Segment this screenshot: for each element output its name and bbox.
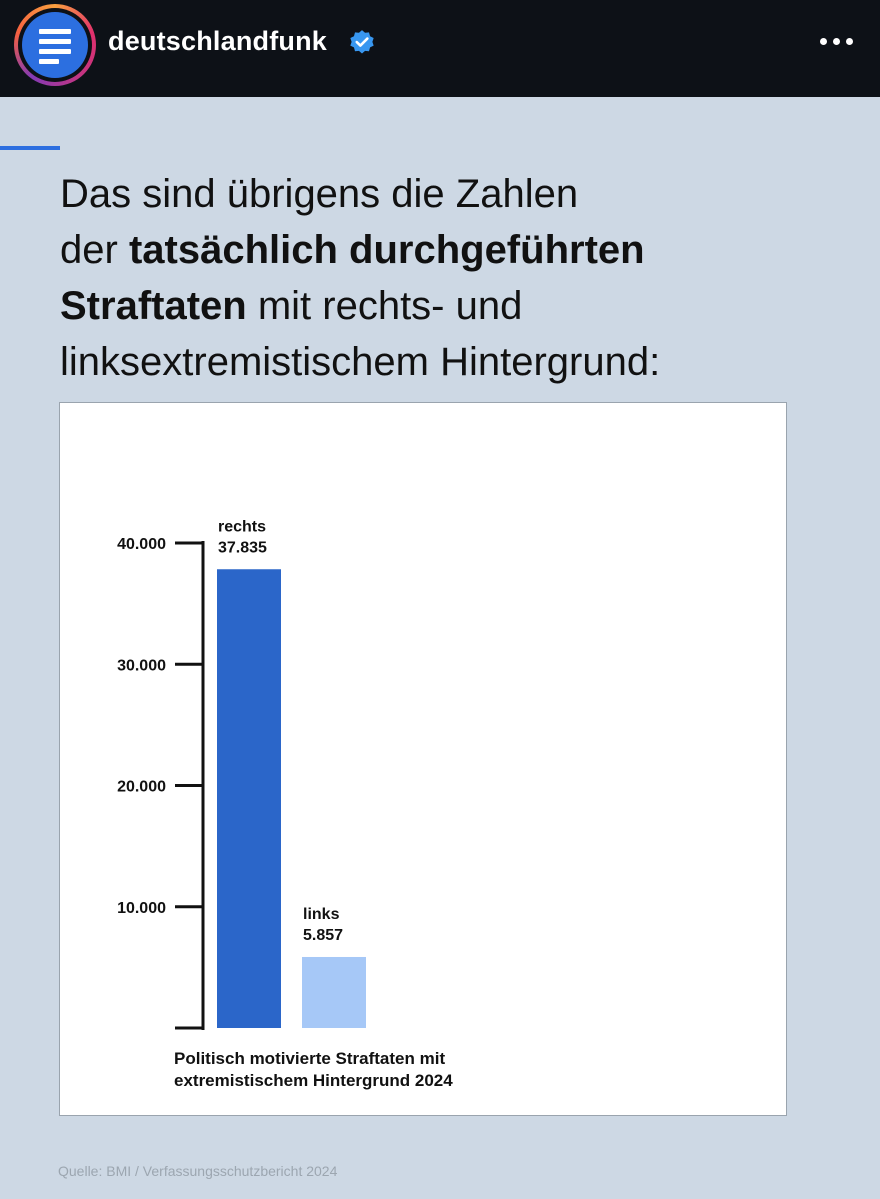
headline-line: linksextremistischem Hintergrund:	[60, 334, 840, 390]
headline-text: linksextremistischem Hintergrund:	[60, 340, 661, 384]
bar-rechts	[217, 569, 281, 1028]
more-options-icon[interactable]	[818, 38, 854, 46]
post-header: deutschlandfunk	[0, 0, 880, 97]
y-tick-label: 40.000	[117, 536, 166, 553]
chart-caption-line: extremistischem Hintergrund 2024	[174, 1071, 453, 1090]
bar-value-label: 5.857	[303, 927, 343, 944]
headline-line: der tatsächlich durchgeführten	[60, 222, 840, 278]
avatar-logo-bar-icon	[39, 39, 71, 44]
post-headline: Das sind übrigens die Zahlen der tatsäch…	[60, 166, 840, 390]
avatar-logo-bar-icon	[39, 49, 71, 54]
avatar[interactable]	[22, 12, 88, 78]
avatar-story-ring[interactable]	[14, 4, 96, 86]
y-tick-label: 30.000	[117, 657, 166, 674]
source-note: Quelle: BMI / Verfassungsschutzbericht 2…	[58, 1163, 338, 1179]
headline-text: Das sind übrigens die Zahlen	[60, 172, 579, 216]
bar-category-label: links	[303, 906, 340, 923]
headline-line: Straftaten mit rechts- und	[60, 278, 840, 334]
bar-value-label: 37.835	[218, 539, 267, 556]
account-username[interactable]: deutschlandfunk	[108, 26, 328, 56]
bar-category-label: rechts	[218, 518, 266, 535]
headline-text: mit rechts- und	[246, 284, 523, 328]
avatar-logo-bar-icon	[39, 29, 71, 34]
verified-badge-icon	[350, 30, 374, 54]
headline-line: Das sind übrigens die Zahlen	[60, 166, 840, 222]
chart-card: 10.000 20.000 30.000 40.000 rechts 37.835 link…	[59, 402, 787, 1116]
headline-bold-text: tatsächlich durchgeführten	[128, 228, 645, 272]
bar-chart: 10.000 20.000 30.000 40.000 rechts 37.835 link…	[117, 518, 366, 1030]
avatar-logo-bar-icon	[39, 59, 59, 64]
chart-caption-line: Politisch motivierte Straftaten mit	[174, 1049, 446, 1068]
chart-caption: Politisch motivierte Straftaten mit extr…	[174, 1048, 594, 1092]
headline-bold-text: Straftaten	[60, 284, 247, 328]
accent-line	[0, 146, 60, 150]
y-tick-label: 20.000	[117, 779, 166, 796]
bar-links	[302, 956, 366, 1028]
y-tick-label: 10.000	[117, 900, 166, 917]
headline-text: der	[60, 228, 129, 272]
avatar-gap	[18, 8, 92, 82]
